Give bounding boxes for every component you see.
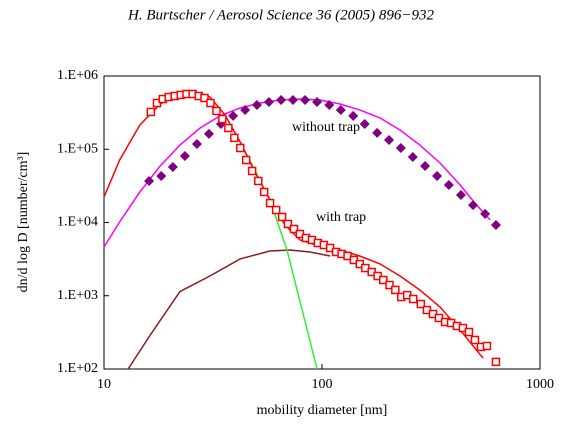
square-marker <box>259 187 269 197</box>
diamond-marker <box>468 200 479 211</box>
square-marker <box>212 106 221 116</box>
diamond-marker <box>455 190 466 201</box>
annotation: without trap <box>292 120 360 135</box>
square-marker <box>247 166 257 176</box>
chart-title: H. Burtscher / Aerosol Science 36 (2005)… <box>127 7 434 23</box>
square-marker <box>265 198 275 208</box>
diamond-marker <box>191 138 202 149</box>
square-marker <box>408 294 418 304</box>
square-marker <box>391 285 400 295</box>
square-marker <box>470 335 480 345</box>
fit-line <box>127 249 331 370</box>
diamond-marker <box>432 171 443 182</box>
diamond-marker <box>156 171 167 182</box>
diamond-marker <box>144 175 155 186</box>
diamond-marker <box>372 127 383 138</box>
y-tick-label: 1.E+04 <box>57 215 98 230</box>
square-marker <box>416 299 426 309</box>
diamond-marker <box>300 95 311 106</box>
y-tick-label: 1.E+05 <box>57 141 98 156</box>
square-marker <box>283 219 293 229</box>
diamond-marker <box>480 208 491 219</box>
square-marker <box>200 93 209 103</box>
square-marker <box>464 327 474 337</box>
x-axis-label: mobility diameter [nm] <box>257 403 388 418</box>
y-tick-label: 1.E+02 <box>57 361 98 376</box>
y-tick-label: 1.E+03 <box>57 288 98 303</box>
x-tick-label: 100 <box>312 377 333 392</box>
square-marker <box>277 212 287 222</box>
square-marker <box>146 107 156 117</box>
square-marker <box>236 143 245 153</box>
diamond-marker <box>203 128 214 139</box>
square-marker <box>254 176 263 186</box>
square-marker <box>218 114 227 124</box>
diamond-marker <box>443 180 454 191</box>
square-marker <box>241 155 251 165</box>
square-marker <box>289 224 299 234</box>
diamond-marker <box>228 110 239 121</box>
diamond-marker <box>263 96 274 107</box>
y-axis-label: dn/d log D [number/cm³] <box>16 152 31 293</box>
annotation: with trap <box>316 210 366 225</box>
square-marker <box>206 98 215 108</box>
diamond-marker <box>490 219 501 230</box>
diamond-marker <box>359 119 370 130</box>
diamond-marker <box>167 161 178 172</box>
diamond-marker <box>240 104 251 115</box>
x-tick-label: 1000 <box>526 377 554 392</box>
y-tick-label: 1.E+06 <box>57 68 98 83</box>
fit-line <box>103 98 491 248</box>
diamond-marker <box>276 95 287 106</box>
diamond-marker <box>420 161 431 172</box>
x-tick-label: 10 <box>97 377 111 392</box>
diamond-marker <box>348 110 359 121</box>
diamond-marker <box>407 152 418 163</box>
square-marker <box>230 133 239 143</box>
diamond-marker <box>312 96 323 107</box>
square-marker <box>491 357 501 367</box>
square-marker <box>379 275 388 285</box>
diamond-marker <box>287 95 298 106</box>
diamond-marker <box>384 134 395 145</box>
diamond-marker <box>335 104 346 115</box>
square-marker <box>385 280 394 290</box>
diamond-marker <box>395 143 406 154</box>
diamond-marker <box>251 99 262 110</box>
square-marker <box>482 341 492 351</box>
diamond-marker <box>179 150 190 161</box>
square-marker <box>224 123 233 133</box>
square-marker <box>271 205 281 215</box>
diamond-marker <box>324 99 335 110</box>
